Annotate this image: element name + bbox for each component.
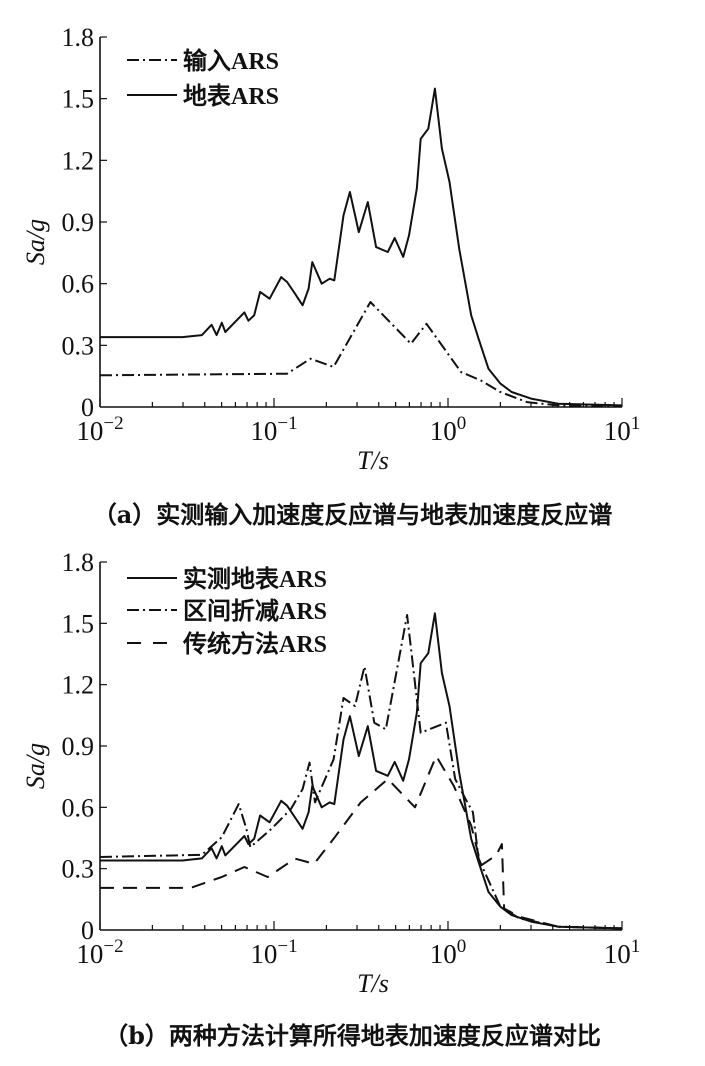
y-tick-label: 1.5 [62, 85, 95, 114]
series-line-2 [100, 755, 623, 930]
y-tick-label: 1.8 [62, 23, 95, 52]
series-line-1 [99, 614, 623, 930]
caption-b: （b）两种方法计算所得地表加速度反应谱对比 [104, 1021, 601, 1050]
x-tick-label: 101 [604, 936, 641, 969]
x-tick-base: 10 [76, 416, 103, 446]
x-tick-exp: −2 [103, 936, 123, 957]
legend-label: 输入ARS [183, 47, 279, 75]
x-tick-base: 10 [250, 939, 277, 969]
x-tick-base: 10 [430, 939, 457, 969]
x-tick-label: 100 [430, 413, 467, 446]
series-line-0 [99, 301, 623, 407]
x-tick-base: 10 [76, 939, 103, 969]
x-tick-label: 10−2 [76, 936, 123, 969]
chart-a: 10−2 10−1 100 10100.30.60.91.21.51.8T/sSa/g… [21, 23, 640, 475]
y-tick-label: 0.6 [62, 270, 95, 299]
y-tick-label: 0.9 [62, 208, 95, 237]
x-tick-exp: −1 [277, 413, 297, 434]
y-tick-label: 0.3 [62, 855, 95, 884]
y-tick-label: 1.5 [62, 609, 95, 638]
legend-label: 地表ARS [183, 83, 279, 110]
x-tick-exp: −1 [277, 936, 297, 957]
x-axis-label: T/s [357, 446, 389, 475]
x-tick-base: 10 [250, 416, 277, 446]
y-tick-label: 0 [81, 393, 94, 422]
x-tick-base: 10 [604, 939, 631, 969]
x-tick-base: 10 [604, 416, 631, 446]
y-tick-label: 0.9 [62, 732, 95, 761]
y-axis-label: Sa/g [21, 219, 50, 265]
x-tick-label: 10−1 [250, 413, 297, 446]
y-tick-label: 0.6 [62, 793, 95, 822]
y-tick-label: 0.3 [62, 331, 95, 360]
y-tick-label: 1.8 [62, 548, 95, 577]
x-tick-exp: −2 [103, 413, 123, 434]
chart-b: 10−2 10−1 100 10100.30.60.91.21.51.8T/sSa/g… [21, 548, 640, 998]
x-tick-label: 100 [430, 936, 467, 969]
series-line-1 [100, 87, 623, 407]
x-tick-exp: 0 [457, 413, 467, 434]
x-tick-exp: 0 [457, 936, 467, 957]
y-tick-label: 0 [81, 916, 94, 945]
caption-a: （a）实测输入加速度反应谱与地表加速度反应谱 [92, 500, 613, 529]
x-tick-exp: 1 [631, 413, 641, 434]
y-tick-label: 1.2 [62, 146, 95, 175]
x-tick-label: 10−1 [250, 936, 297, 969]
x-tick-exp: 1 [631, 936, 641, 957]
x-axis-label: T/s [357, 969, 389, 998]
series-line-0 [100, 612, 623, 930]
x-tick-base: 10 [430, 416, 457, 446]
y-tick-label: 1.2 [62, 671, 95, 700]
x-tick-label: 101 [604, 413, 641, 446]
legend-label: 区间折减ARS [183, 598, 327, 625]
x-tick-label: 10−2 [76, 413, 123, 446]
legend-label: 传统方法ARS [182, 630, 327, 658]
y-axis-label: Sa/g [21, 743, 50, 789]
legend-label: 实测地表ARS [183, 565, 327, 593]
